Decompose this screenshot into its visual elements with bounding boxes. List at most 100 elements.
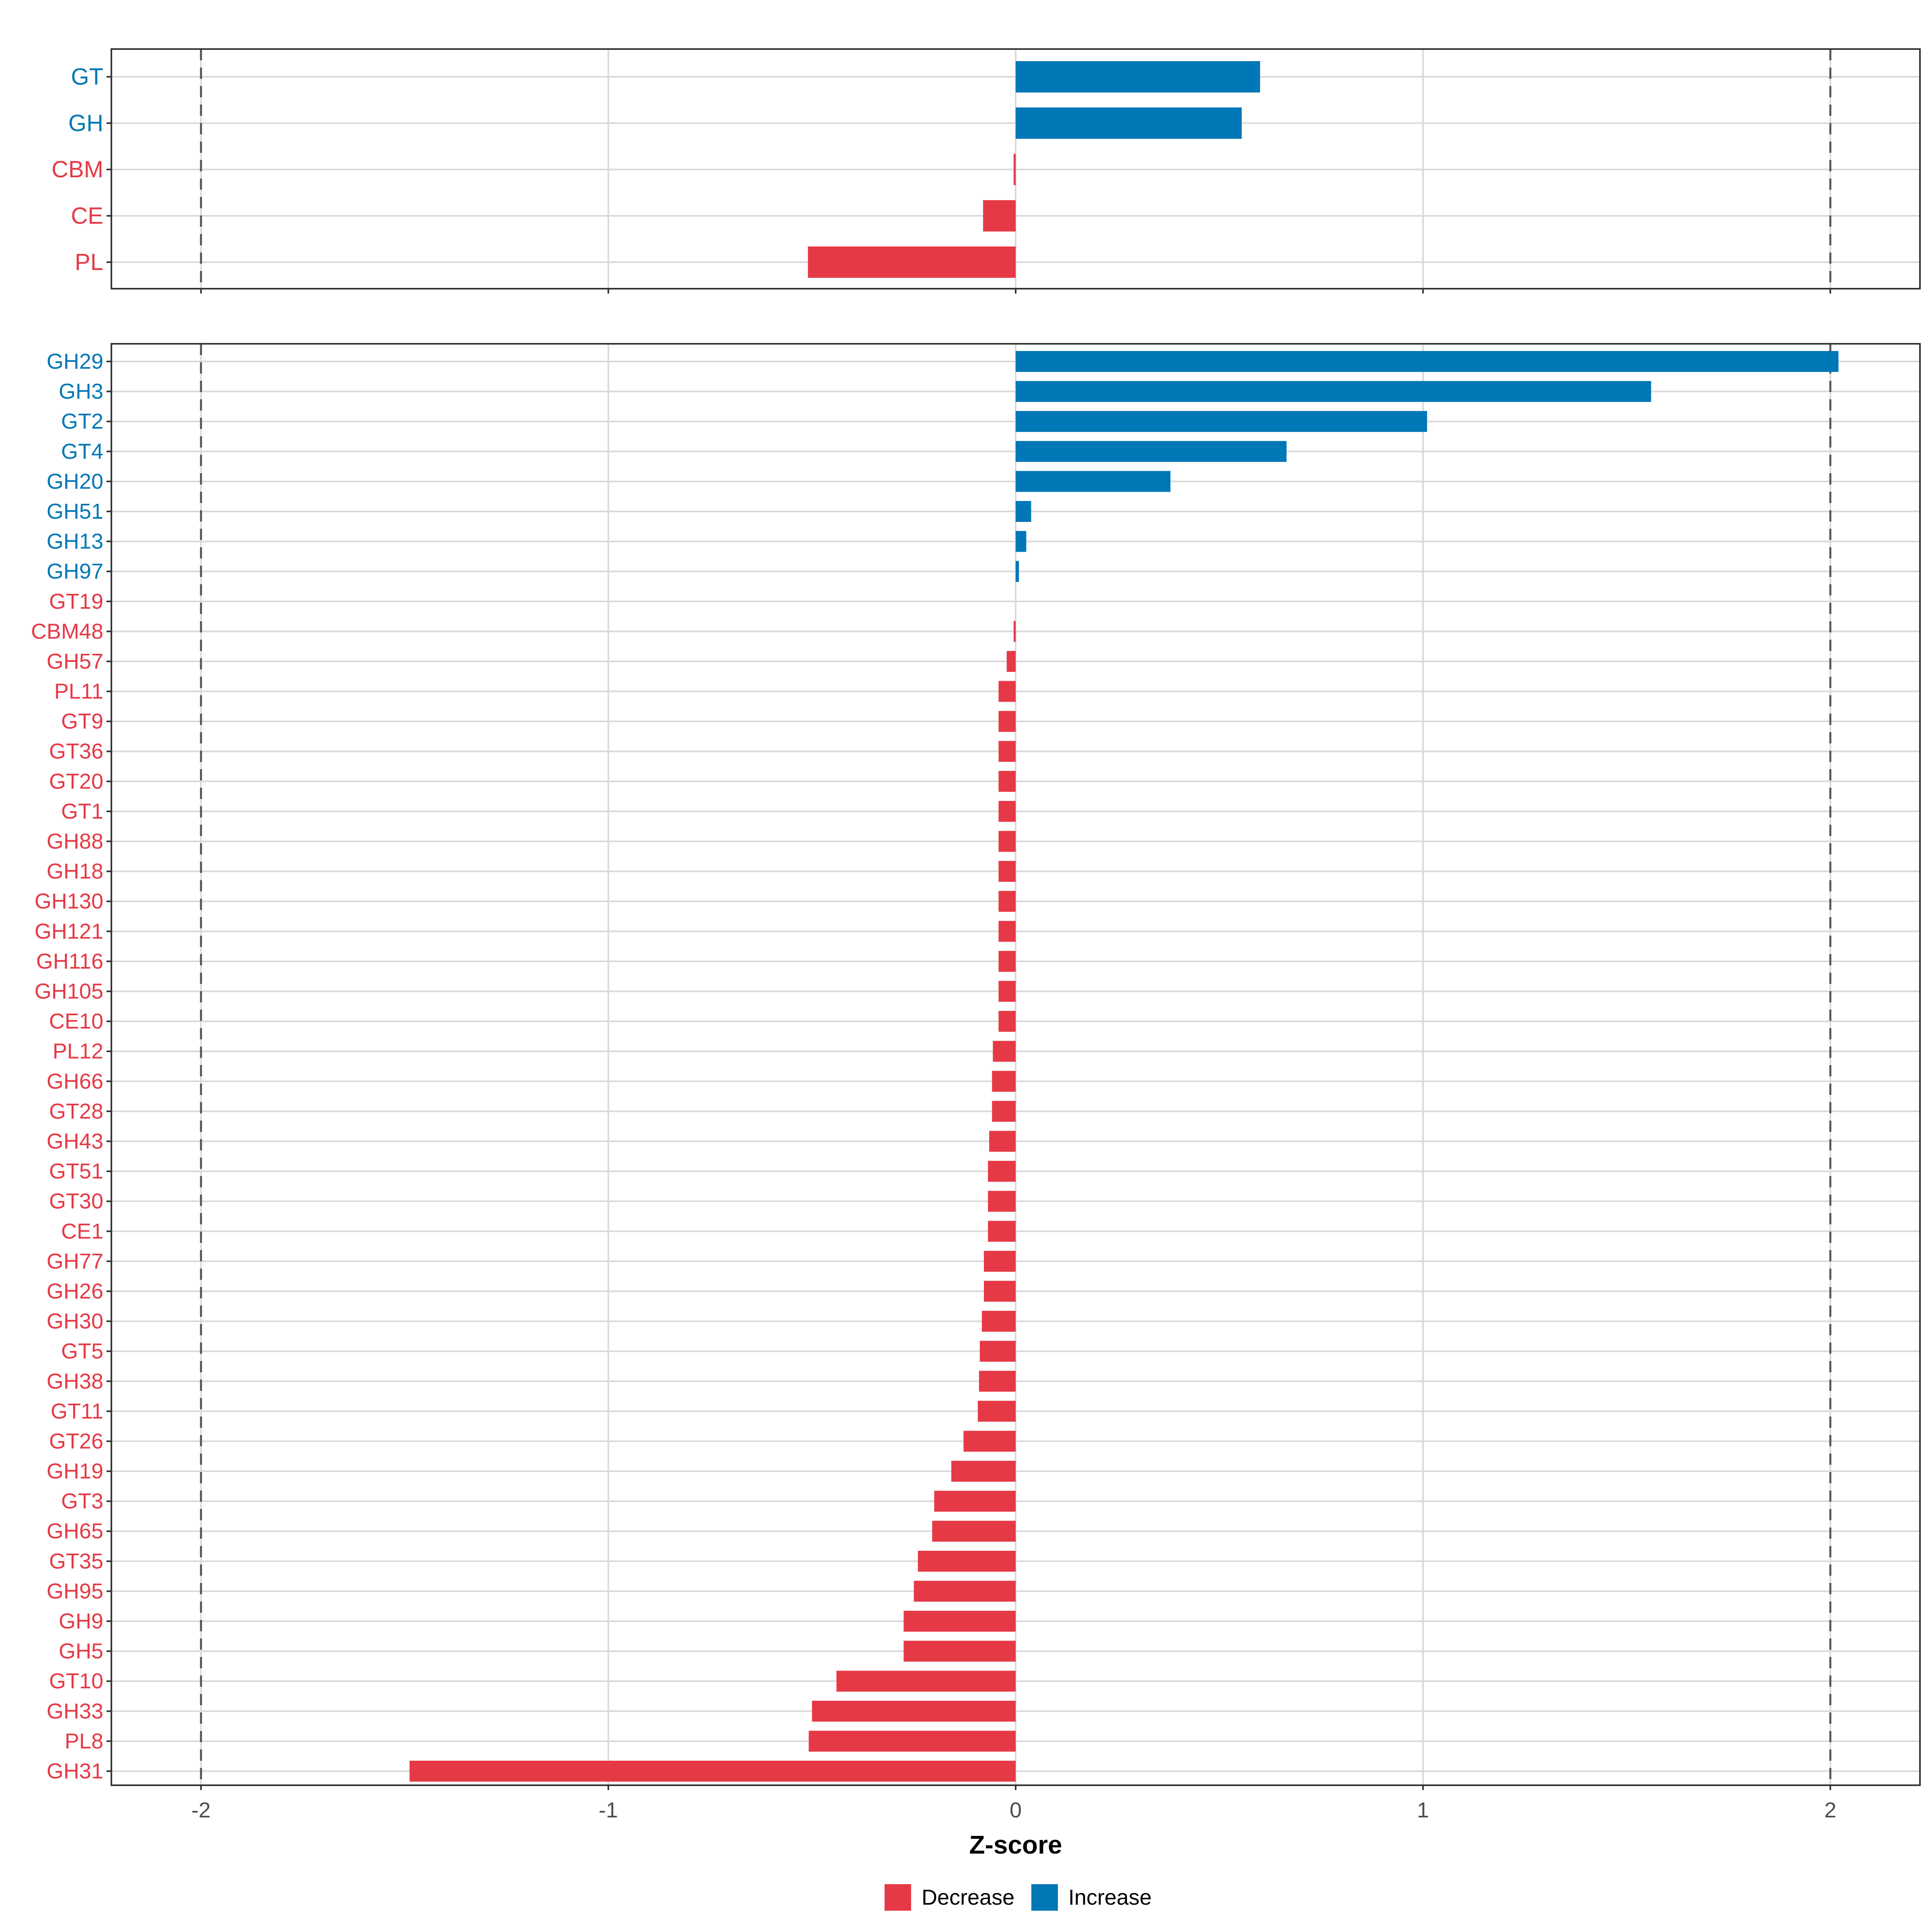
- bar-gh9: [903, 1611, 1016, 1632]
- y-tick-label: GT3: [61, 1489, 103, 1513]
- y-tick-label: GH57: [47, 649, 103, 673]
- bar-gh116: [998, 951, 1016, 972]
- bar-gt36: [998, 741, 1016, 762]
- bar-gt10: [836, 1671, 1016, 1692]
- y-tick-label: GH3: [59, 380, 103, 404]
- bar-gh51: [1016, 501, 1031, 522]
- bar-gt20: [998, 771, 1016, 792]
- y-tick-label: GT51: [49, 1159, 103, 1183]
- panel-class: GT GH CBM CE PL: [51, 48, 1921, 294]
- y-tick-label: PL: [75, 249, 103, 275]
- y-tick-label: GT: [71, 64, 103, 90]
- bar-gh20: [1016, 471, 1170, 492]
- bar-gh95: [914, 1581, 1016, 1602]
- y-tick-label: PL12: [53, 1039, 103, 1064]
- y-tick-label: GH20: [47, 469, 103, 493]
- y-tick-label: GH18: [47, 859, 103, 883]
- bar-gh121: [998, 921, 1016, 942]
- y-tick-label: GT36: [49, 739, 103, 764]
- bar-gh38: [979, 1371, 1016, 1392]
- bar-ce1: [988, 1221, 1016, 1242]
- y-tick-label: GT9: [61, 709, 103, 733]
- y-tick-label: GH30: [47, 1309, 103, 1333]
- y-tick-label: PL8: [65, 1729, 103, 1753]
- bar-gh19: [951, 1461, 1016, 1482]
- x-tick-label: -2: [191, 1798, 211, 1822]
- y-tick-label: GT20: [49, 769, 103, 793]
- y-tick-label: GT35: [49, 1549, 103, 1573]
- bar-ce10: [998, 1011, 1016, 1032]
- bar-pl8: [809, 1731, 1016, 1752]
- bar-gh105: [998, 981, 1016, 1002]
- y-tick-label: GH5: [59, 1639, 103, 1663]
- bar-gh30: [981, 1311, 1016, 1332]
- legend: Decrease Increase: [885, 1884, 1152, 1911]
- y-tick-label: GH51: [47, 499, 103, 524]
- y-tick-label: GT19: [49, 589, 103, 614]
- bar-gt11: [977, 1400, 1016, 1422]
- y-tick-label: GH: [68, 110, 103, 136]
- y-tick-label: GH97: [47, 559, 103, 583]
- bar-gt26: [963, 1431, 1016, 1452]
- y-tick-label: GH38: [47, 1369, 103, 1393]
- y-tick-label: GT11: [51, 1399, 103, 1423]
- x-axis: -2 -1 0 1 2: [191, 1798, 1836, 1822]
- y-tick-label: CBM: [51, 156, 103, 183]
- bar-gh29: [1016, 351, 1839, 372]
- bar-gh5: [903, 1640, 1016, 1662]
- bar-gh130: [998, 891, 1016, 912]
- x-axis-title: Z-score: [969, 1830, 1062, 1859]
- legend-label-decrease: Decrease: [922, 1885, 1014, 1909]
- y-tick-label: GT1: [61, 799, 103, 823]
- bar-gh33: [812, 1700, 1016, 1722]
- bar-gh88: [998, 831, 1016, 852]
- y-tick-label: GH29: [47, 349, 103, 374]
- y-tick-label: GH95: [47, 1579, 103, 1603]
- bar-gh97: [1016, 561, 1019, 582]
- legend-label-increase: Increase: [1068, 1885, 1152, 1909]
- bar-gh77: [983, 1250, 1016, 1272]
- y-tick-label: CE10: [49, 1009, 103, 1033]
- y-tick-label: GT5: [61, 1339, 103, 1363]
- y-tick-label: GH33: [47, 1699, 103, 1723]
- bar-gh: [1016, 107, 1242, 139]
- bar-gt5: [979, 1341, 1016, 1362]
- y-tick-label: GT28: [49, 1099, 103, 1123]
- y-tick-label: GT2: [61, 409, 103, 433]
- x-tick-label: -1: [599, 1798, 618, 1822]
- y-tick-label: GH19: [47, 1459, 103, 1483]
- y-tick-label: GH31: [47, 1759, 103, 1783]
- y-tick-label: GH88: [47, 829, 103, 854]
- bar-cbm: [1013, 154, 1016, 185]
- y-tick-label: GH13: [47, 530, 103, 554]
- bar-gt9: [998, 711, 1016, 732]
- bar-gt30: [988, 1191, 1016, 1212]
- y-tick-label: GH9: [59, 1609, 103, 1633]
- bar-gh31: [409, 1761, 1016, 1782]
- legend-swatch-increase: [1031, 1884, 1058, 1911]
- bar-gh18: [998, 861, 1016, 882]
- x-tick-label: 2: [1824, 1798, 1836, 1822]
- y-tick-label: GH26: [47, 1279, 103, 1303]
- y-tick-label: CE: [71, 203, 103, 229]
- y-tick-label: GH65: [47, 1519, 103, 1543]
- y-tick-label: GH66: [47, 1069, 103, 1093]
- y-tick-label: GH77: [47, 1249, 103, 1273]
- bar-gh65: [932, 1521, 1016, 1542]
- bar-pl12: [993, 1041, 1016, 1062]
- y-tick-label: GH130: [35, 889, 103, 914]
- bar-gt2: [1016, 411, 1427, 432]
- y-tick-label: GH105: [35, 979, 103, 1004]
- x-tick-label: 0: [1010, 1798, 1022, 1822]
- bar-gh43: [989, 1131, 1016, 1152]
- y-tick-label: GH121: [35, 919, 103, 943]
- bar-cbm48: [1014, 621, 1016, 642]
- y-tick-label: GT30: [49, 1189, 103, 1213]
- bar-pl: [808, 246, 1016, 278]
- bar-pl11: [998, 681, 1016, 702]
- bar-gt3: [934, 1491, 1016, 1512]
- y-tick-label: CBM48: [31, 619, 103, 643]
